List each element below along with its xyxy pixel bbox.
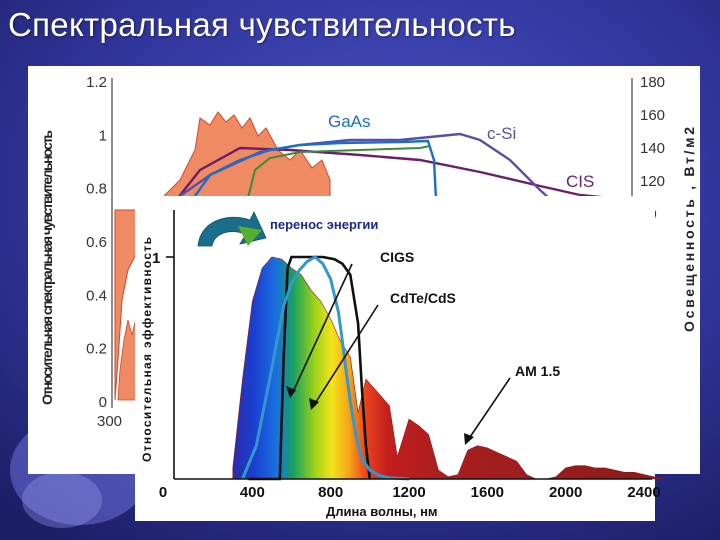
background-y-tick-label: 1.2 (86, 74, 107, 91)
pointer-cdte-head (309, 398, 319, 410)
foreground-x-axis-title: Длина волны, нм (326, 504, 438, 519)
annotation-cdte-cds: CdTe/CdS (390, 290, 456, 306)
background-y2-tick-label: 120 (640, 173, 665, 190)
pointer-cigs-head (286, 386, 296, 398)
background-y2-tick-label: 160 (640, 107, 665, 124)
energy-transfer-arrow-tip (238, 226, 262, 246)
pointer-am15 (467, 377, 511, 441)
foreground-x-tick-label: 2000 (549, 484, 582, 501)
legend-label-cis: CIS (566, 172, 594, 191)
background-y2-tick-label: 180 (640, 74, 665, 91)
background-y-tick-label: 1 (99, 127, 107, 144)
background-y-tick-label: 0.2 (86, 341, 107, 358)
series-curve-green (244, 145, 431, 211)
annotation-cigs: CIGS (380, 249, 414, 265)
legend-label-csi: c-Si (487, 124, 516, 143)
foreground-y-tick-1: 1 (152, 250, 160, 267)
series-curve-cis (169, 146, 631, 209)
pointer-cdte (313, 304, 379, 406)
pointer-cigs (291, 263, 353, 395)
series-line-cigs (248, 255, 372, 481)
background-y2-tick-label: 140 (640, 140, 665, 157)
series-line-cdte-cds (241, 255, 410, 481)
background-y-tick-label: 0.8 (86, 181, 107, 198)
foreground-x-tick-label: 1200 (392, 484, 425, 501)
series-curve-gaas (184, 139, 439, 211)
background-y-tick-label: 0 (99, 394, 107, 411)
foreground-x-tick-label: 400 (240, 484, 265, 501)
foreground-x-tick-label: 0 (159, 484, 167, 501)
background-y-tick-label: 0.6 (86, 234, 107, 251)
foreground-chart: 0 400 800 1200 1600 2000 2400 1 Длина волны, н… (140, 210, 664, 519)
energy-transfer-label: перенос энергии (270, 217, 378, 232)
legend-label-gaas: GaAs (328, 112, 371, 131)
foreground-y-axis-title: Относительная эффективность (140, 237, 154, 462)
background-y-tick-label: 0.4 (86, 287, 107, 304)
pointer-am15-head (464, 433, 474, 445)
annotation-am15: AM 1.5 (515, 363, 560, 379)
foreground-x-tick-label: 800 (318, 484, 343, 501)
foreground-x-tick-label: 1600 (471, 484, 504, 501)
background-y-axis-title: Относительная спектральная чувствительно… (39, 130, 55, 405)
background-x-tick: 300 (97, 413, 122, 430)
slide-title: Спектральная чувствительность (8, 6, 516, 43)
foreground-x-tick-label: 2400 (627, 484, 660, 501)
